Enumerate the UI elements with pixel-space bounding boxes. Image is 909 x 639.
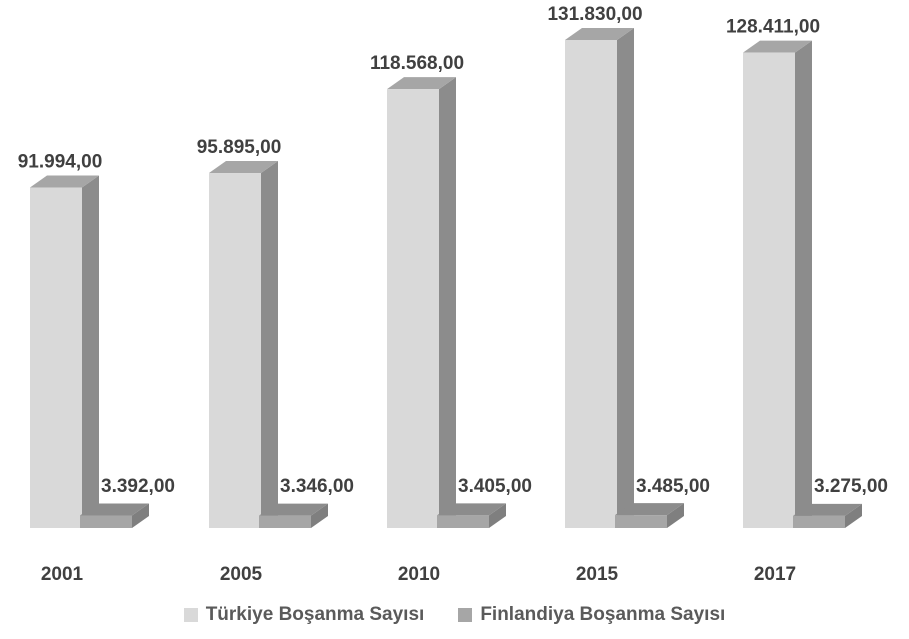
data-label-turkiye-2017: 128.411,00 [726,17,820,38]
data-label-finlandiya-2015: 3.485,00 [636,476,710,497]
data-label-turkiye-2005: 95.895,00 [197,137,282,158]
bar-finlandiya-2017 [793,503,862,528]
data-label-finlandiya-2010: 3.405,00 [458,476,532,497]
data-label-finlandiya-2005: 3.346,00 [280,476,354,497]
bar-finlandiya-2005-front [259,515,311,528]
bar-turkiye-2015-front [565,40,617,528]
bar-finlandiya-2015 [615,503,684,528]
bar-turkiye-2017-side [795,40,812,528]
bar-finlandiya-2001 [80,503,149,528]
bar-finlandiya-2005-top [259,503,328,516]
bar-turkiye-2010-side [439,77,456,528]
x-tick-label-2015: 2015 [576,564,619,585]
bar-turkiye-2015-side [617,28,634,528]
bar-turkiye-2005-top [209,161,278,174]
chart-legend: Türkiye Boşanma Sayısı Finlandiya Boşanm… [0,604,909,626]
data-label-finlandiya-2017: 3.275,00 [814,476,888,497]
bar-turkiye-2010-front [387,89,439,528]
bar-turkiye-2001-front [30,187,82,528]
bar-turkiye-2005-side [261,161,278,529]
bar-turkiye-2005-front [209,173,261,529]
bar-finlandiya-2017-top [793,503,862,516]
x-tick-label-2017: 2017 [754,564,796,585]
bar-turkiye-2010-top [387,77,456,90]
legend-label-finlandiya: Finlandiya Boşanma Sayısı [480,604,726,625]
bar-turkiye-2017-top [743,40,812,53]
data-label-finlandiya-2001: 3.392,00 [101,476,175,497]
bar-finlandiya-2015-side [667,503,684,528]
bar-finlandiya-2015-top [615,503,684,516]
bar-finlandiya-2010 [437,503,506,528]
x-tick-label-2001: 2001 [41,564,84,585]
bar-finlandiya-2010-side [489,503,506,528]
legend-item-finlandiya: Finlandiya Boşanma Sayısı [458,604,725,626]
bar-finlandiya-2010-top [437,503,506,516]
bar-finlandiya-2001-side [132,503,149,528]
bar-turkiye-2017-front [743,52,795,528]
bar-turkiye-2001 [30,175,99,528]
data-label-turkiye-2001: 91.994,00 [18,151,103,172]
bar-turkiye-2017 [743,40,812,528]
bar-turkiye-2001-side [82,175,99,528]
bar-finlandiya-2015-front [615,515,667,528]
legend-item-turkiye: Türkiye Boşanma Sayısı [183,604,425,626]
bar-turkiye-2015-top [565,28,634,40]
bar-finlandiya-2010-front [437,515,489,528]
data-label-turkiye-2015: 131.830,00 [547,4,642,25]
bar-finlandiya-2001-front [80,515,132,528]
x-tick-label-2005: 2005 [220,564,263,585]
bar-finlandiya-2017-side [845,503,862,528]
bar-finlandiya-2001-top [80,503,149,516]
legend-swatch-turkiye [183,608,198,622]
bar-finlandiya-2005-side [311,503,328,528]
bar-finlandiya-2005 [259,503,328,528]
data-label-turkiye-2010: 118.568,00 [370,53,464,74]
legend-swatch-finlandiya [458,608,473,622]
x-tick-label-2010: 2010 [398,564,440,585]
bar-turkiye-2015 [565,28,634,528]
bar-turkiye-2001-top [30,175,99,188]
bar-turkiye-2010 [387,77,456,528]
bar-turkiye-2005 [209,161,278,529]
bar-finlandiya-2017-front [793,515,845,528]
legend-label-turkiye: Türkiye Boşanma Sayısı [205,604,425,625]
